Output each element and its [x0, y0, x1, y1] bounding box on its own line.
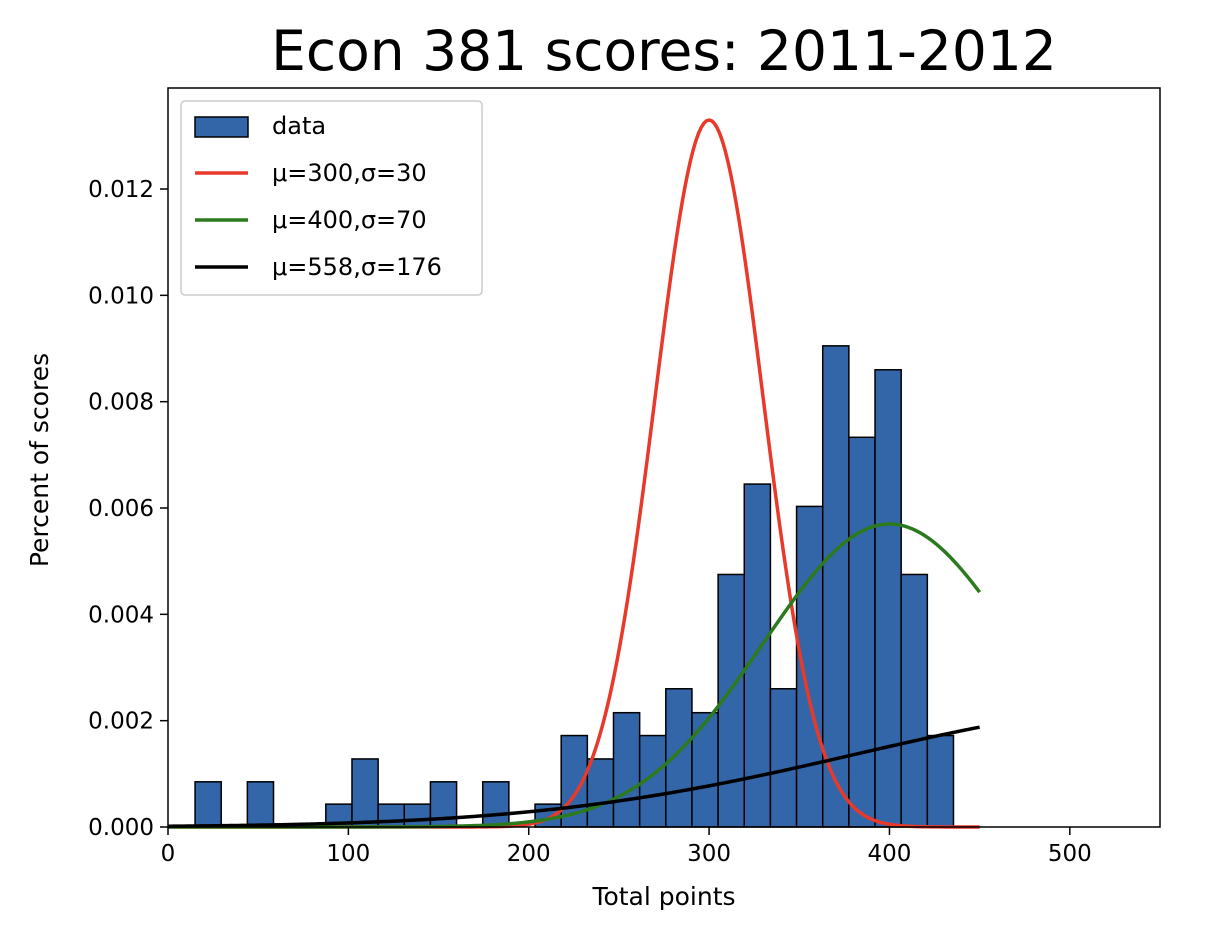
y-tick-label: 0.002 [88, 709, 154, 735]
histogram-bar [874, 369, 902, 828]
legend-label-series-3: μ=558,σ=176 [272, 253, 442, 281]
histogram-bar [194, 781, 222, 828]
histogram-bar [586, 758, 615, 828]
y-axis-ticks: 0.000 0.002 0.004 0.006 0.008 0.010 0.012 [88, 177, 168, 841]
x-tick-label: 300 [687, 841, 731, 867]
legend: data μ=300,σ=30 μ=400,σ=70 μ=558,σ=176 [180, 100, 483, 296]
histogram-bar [612, 711, 641, 828]
histogram-bar [900, 573, 929, 828]
histogram-bar [691, 711, 719, 828]
y-tick-label: 0.010 [88, 283, 154, 309]
histogram-bar [821, 345, 850, 828]
x-tick-label: 0 [161, 841, 176, 867]
legend-swatch-data [194, 116, 249, 138]
legend-label-data: data [272, 112, 326, 140]
legend-box [180, 100, 483, 296]
y-tick-label: 0.012 [88, 177, 154, 203]
histogram-bar [377, 803, 406, 828]
chart-title: Econ 381 scores: 2011-2012 [271, 19, 1057, 83]
histogram-bar [351, 758, 379, 828]
histogram-bar [795, 505, 824, 828]
y-tick-label: 0.006 [88, 496, 154, 522]
x-tick-label: 400 [868, 841, 912, 867]
legend-label-series-2: μ=400,σ=70 [272, 206, 427, 234]
histogram-bar [769, 688, 798, 828]
x-tick-label: 100 [326, 841, 370, 867]
histogram-bar [665, 688, 693, 828]
plot-frame [167, 87, 1161, 828]
y-axis-label: Percent of scores [25, 353, 54, 567]
histogram-bar [481, 781, 510, 828]
histogram-bar [926, 734, 955, 828]
legend-label-series-1: μ=300,σ=30 [272, 159, 427, 187]
histogram-bars [194, 345, 955, 828]
y-tick-label: 0.000 [88, 815, 154, 841]
x-axis-label: Total points [591, 882, 735, 911]
x-tick-label: 500 [1048, 841, 1092, 867]
y-tick-label: 0.004 [88, 602, 154, 628]
histogram-bar [848, 436, 876, 828]
x-axis-ticks: 0 100 200 300 400 500 [161, 827, 1092, 867]
histogram-bar [403, 803, 432, 828]
y-tick-label: 0.008 [88, 390, 154, 416]
histogram-bar [246, 781, 275, 828]
x-tick-label: 200 [507, 841, 551, 867]
series-line-3 [167, 725, 980, 828]
